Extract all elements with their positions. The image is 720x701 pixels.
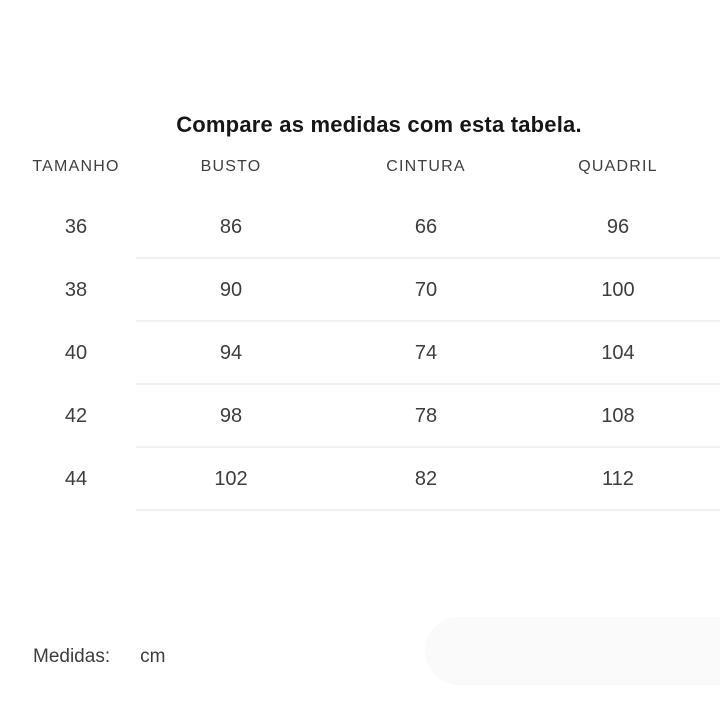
row-divider [136,383,720,385]
faded-pill-shape [425,617,720,685]
column-header-quadril: QUADRIL [578,158,658,175]
cell-bust: 90 [219,279,243,301]
cell-waist: 82 [414,468,438,490]
table-row: 36 86 66 96 [0,196,720,259]
table-header-row: TAMANHO BUSTO CINTURA QUADRIL [0,138,720,196]
cell-waist: 78 [414,405,438,427]
cell-bust: 94 [219,342,243,364]
table-row: 38 90 70 100 [0,259,720,322]
table-row: 42 98 78 108 [0,385,720,448]
row-divider [136,320,720,322]
size-guide-content: Compare as medidas com esta tabela. TAMA… [0,112,720,511]
cell-bust: 102 [214,468,248,490]
cell-size: 42 [64,405,88,427]
measures-footer: Medidas: cm [33,646,165,668]
cell-hip: 104 [601,342,635,364]
cell-bust: 86 [219,216,243,238]
row-divider [136,446,720,448]
cell-size: 40 [64,342,88,364]
column-header-cintura: CINTURA [386,158,466,175]
row-divider [136,257,720,259]
cell-waist: 70 [414,279,438,301]
cell-size: 36 [64,216,88,238]
column-header-busto: BUSTO [200,158,262,175]
cell-hip: 96 [606,216,630,238]
page-title: Compare as medidas com esta tabela. [176,112,582,137]
table-row: 44 102 82 112 [0,448,720,511]
cell-waist: 74 [414,342,438,364]
row-divider [136,509,720,511]
cell-size: 44 [64,468,88,490]
cell-waist: 66 [414,216,438,238]
table-row: 40 94 74 104 [0,322,720,385]
cell-hip: 108 [601,405,635,427]
measures-label: Medidas: [33,646,111,667]
cell-hip: 112 [602,468,634,490]
cell-hip: 100 [601,279,635,301]
measures-unit: cm [140,646,166,667]
column-header-tamanho: TAMANHO [32,158,120,175]
cell-bust: 98 [219,405,243,427]
cell-size: 38 [64,279,88,301]
